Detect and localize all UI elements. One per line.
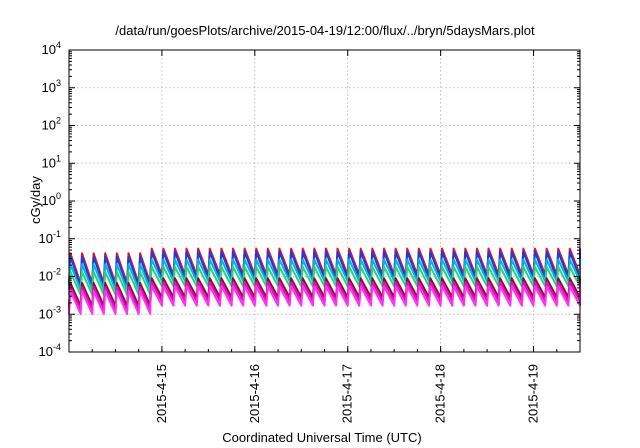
chart-title: /data/run/goesPlots/archive/2015-04-19/1… [115, 23, 535, 38]
x-tick-label: 2015-4-18 [433, 364, 448, 423]
x-axis-label: Coordinated Universal Time (UTC) [222, 430, 421, 445]
y-axis-label: cGy/day [28, 176, 43, 224]
series-line-7 [68, 285, 581, 315]
y-tick-label: 10-3 [39, 304, 61, 321]
y-tick-label: 103 [42, 78, 61, 95]
grid [69, 50, 580, 352]
x-tick-label: 2015-4-19 [526, 364, 541, 423]
x-tick-label: 2015-4-17 [340, 364, 355, 423]
y-tick-label: 10-2 [39, 267, 61, 284]
tick-marks [68, 49, 581, 353]
x-tick-label: 2015-4-16 [247, 364, 262, 423]
y-tick-labels: 10-4 10-3 10-2 10-1 100 101 102 103 104 [39, 40, 61, 359]
y-tick-label: 101 [42, 153, 61, 170]
y-tick-label: 102 [42, 116, 61, 133]
y-tick-label: 10-4 [39, 342, 61, 359]
y-tick-label: 100 [42, 191, 61, 208]
series-group [68, 247, 581, 315]
y-tick-label: 10-1 [39, 229, 61, 246]
x-tick-labels: 2015-4-15 2015-4-16 2015-4-17 2015-4-18 2015… [154, 364, 541, 423]
x-tick-label: 2015-4-15 [154, 364, 169, 423]
y-tick-label: 104 [42, 40, 61, 57]
